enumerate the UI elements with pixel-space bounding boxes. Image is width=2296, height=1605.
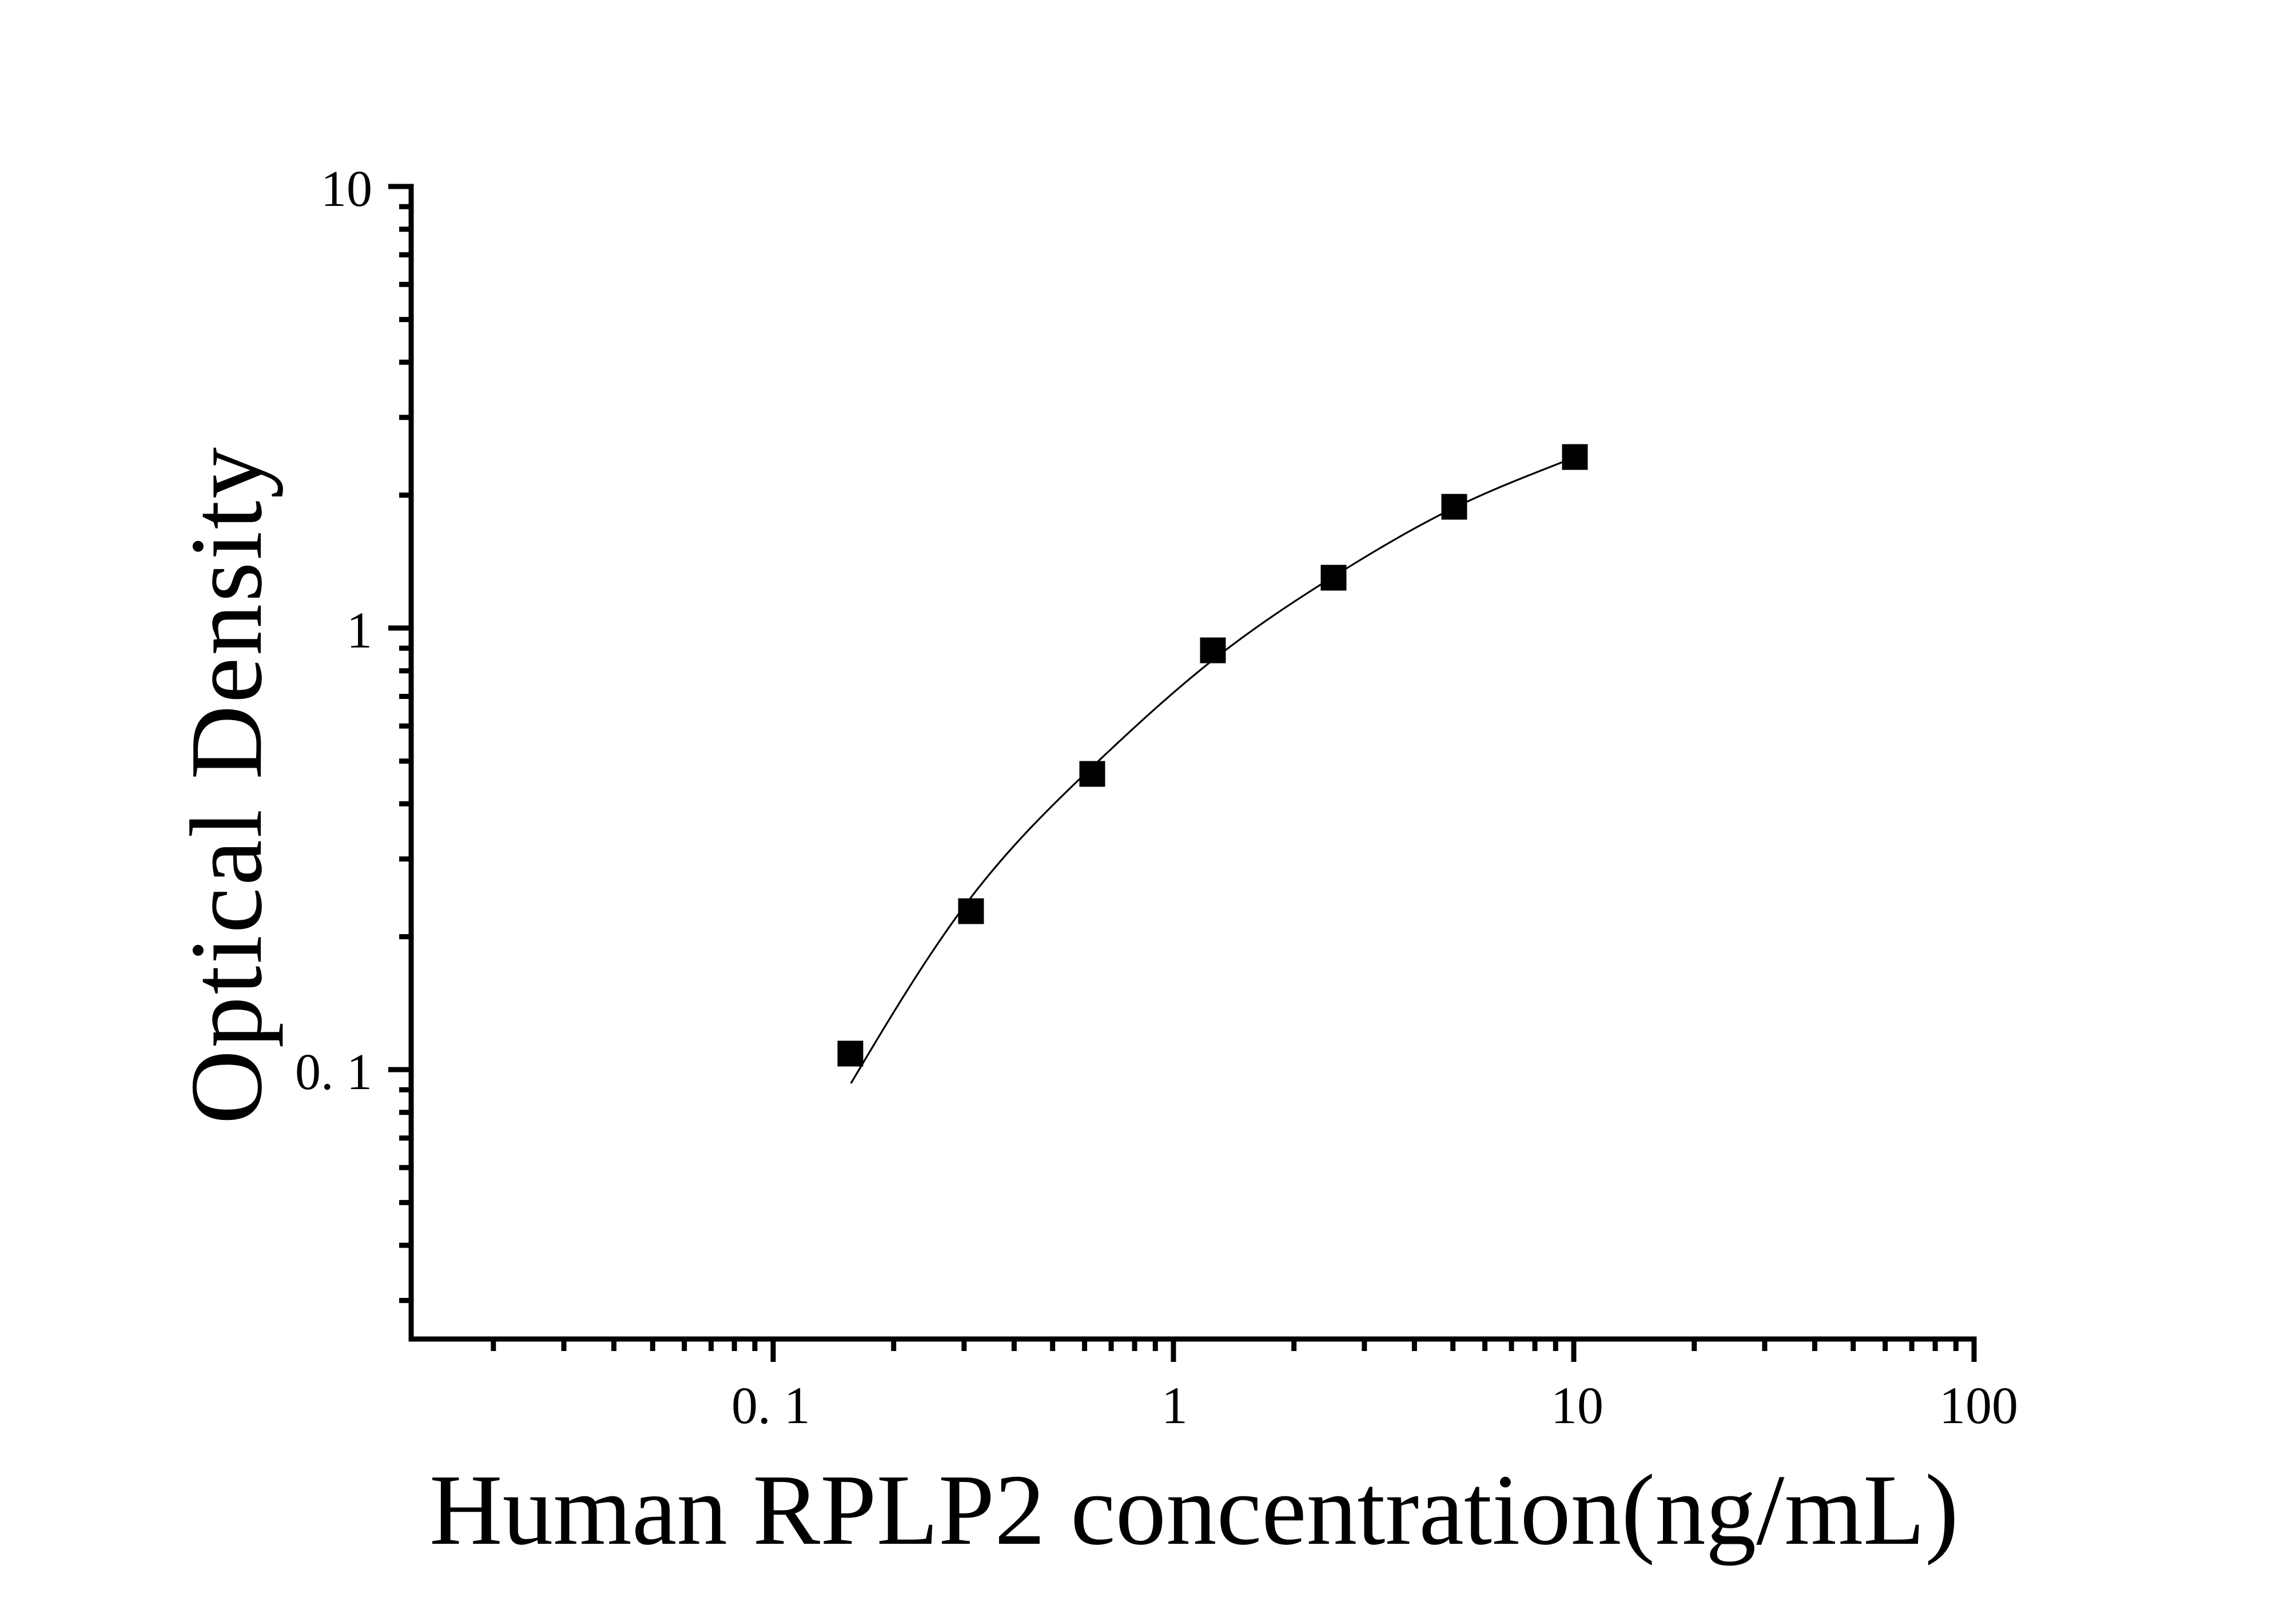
svg-text:1: 1	[347, 602, 372, 659]
svg-text:Optical Density: Optical Density	[169, 445, 283, 1124]
svg-text:10: 10	[1551, 1376, 1603, 1435]
svg-text:10: 10	[321, 161, 372, 217]
svg-text:0. 1: 0. 1	[295, 1044, 372, 1101]
svg-text:Human RPLP2 concentration(ng/m: Human RPLP2 concentration(ng/mL)	[429, 1454, 1959, 1566]
svg-text:100: 100	[1939, 1376, 2018, 1435]
svg-text:0. 1: 0. 1	[731, 1376, 810, 1435]
svg-text:1: 1	[1161, 1376, 1188, 1435]
